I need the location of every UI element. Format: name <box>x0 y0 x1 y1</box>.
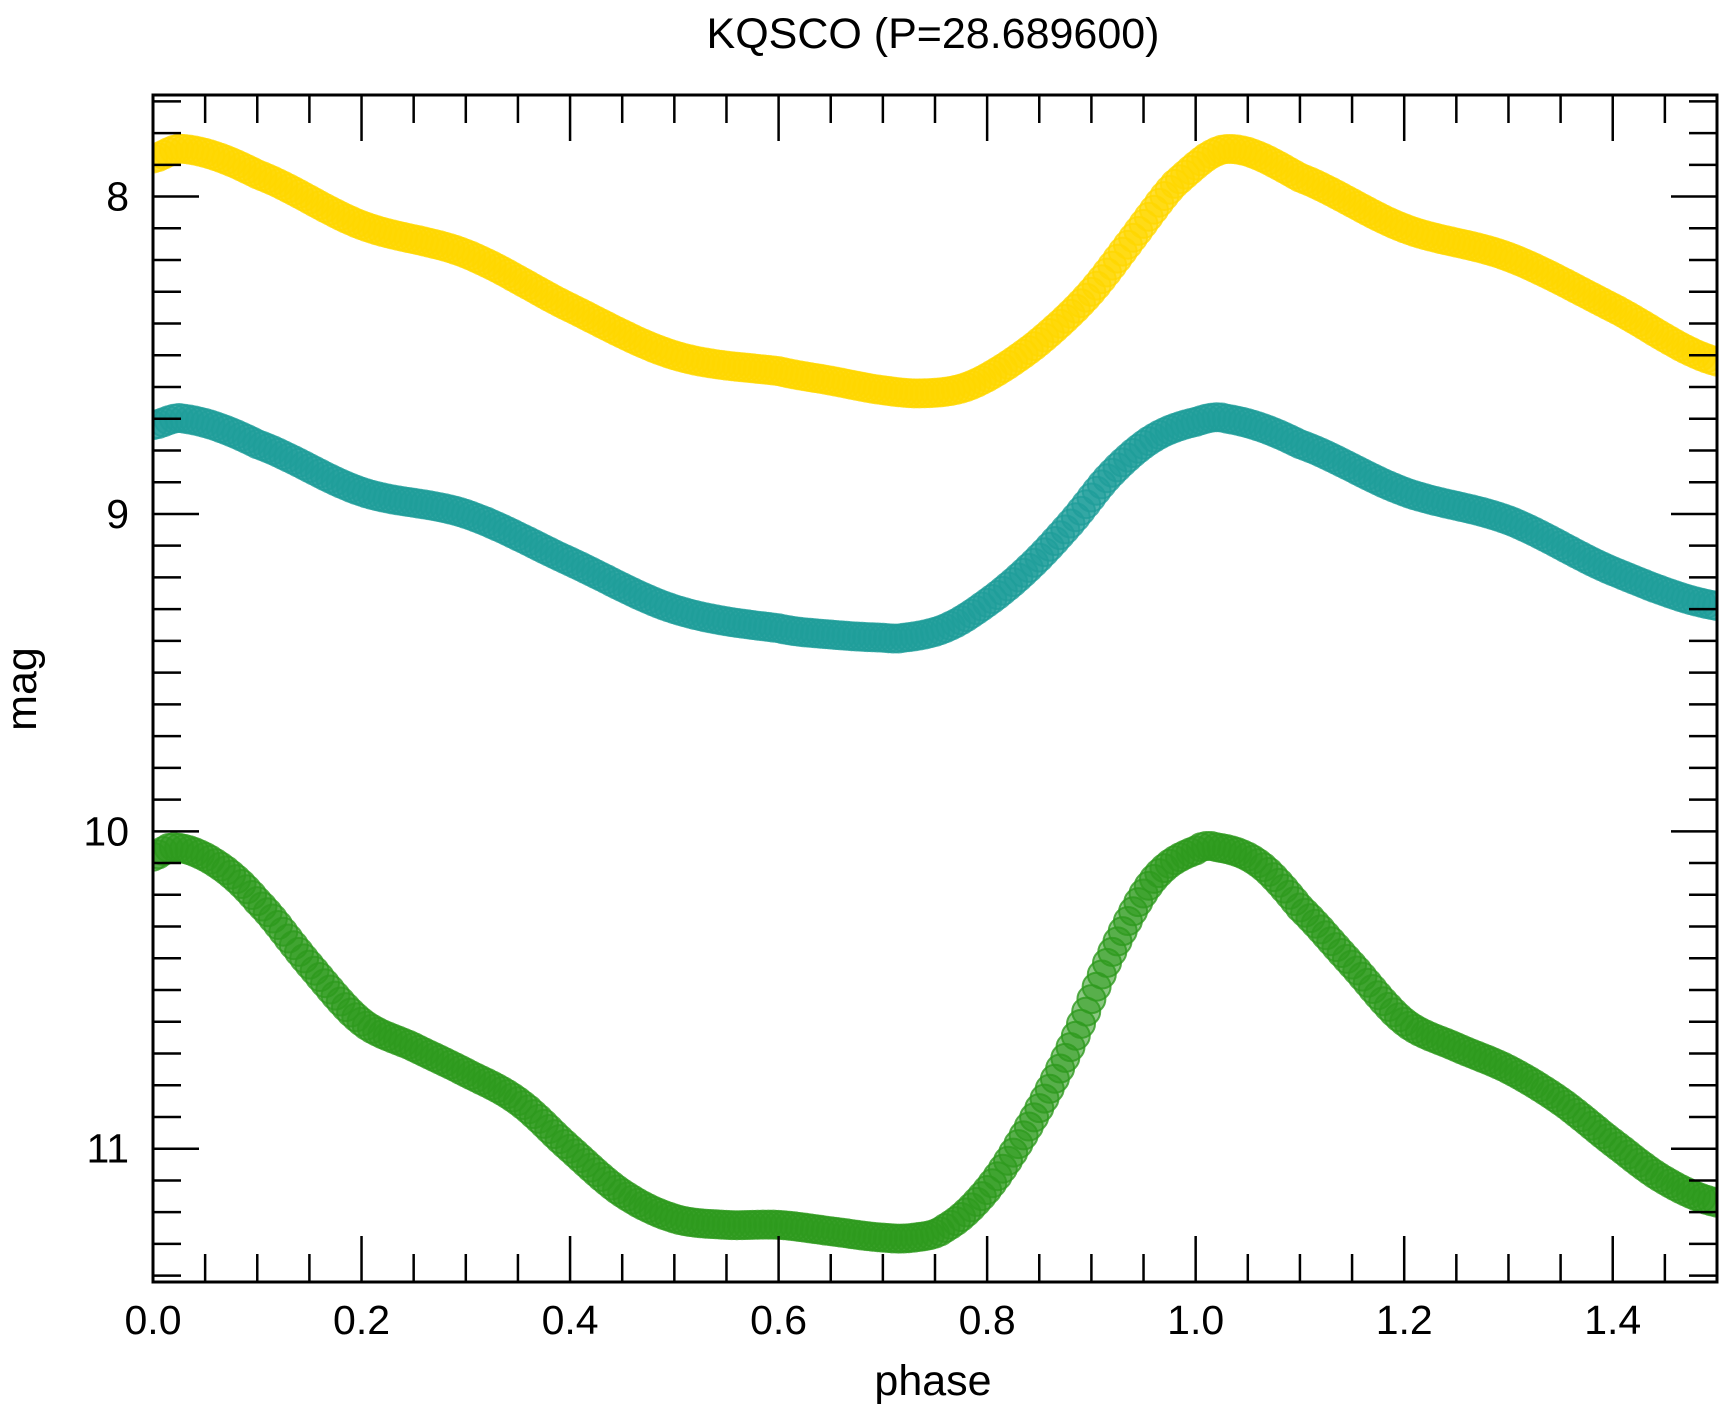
y-tick-label: 10 <box>83 808 129 854</box>
data-points-layer <box>153 133 1717 1254</box>
data-point <box>1702 1187 1717 1218</box>
x-tick-label: 0.0 <box>125 1297 182 1343</box>
y-tick-label: 11 <box>86 1126 129 1172</box>
plot-frame <box>151 93 1719 1284</box>
y-tick-labels: 8 9 10 11 <box>83 174 129 1172</box>
x-tick-label: 0.2 <box>333 1297 390 1343</box>
x-tick-label: 0.4 <box>542 1297 599 1343</box>
series-1 <box>153 133 1717 409</box>
x-tick-label: 0.6 <box>750 1297 807 1343</box>
series-3 <box>153 831 1717 1254</box>
chart-title: KQSCO (P=28.689600) <box>707 10 1160 58</box>
data-point <box>1702 591 1717 621</box>
y-axis-title: mag <box>0 647 46 731</box>
x-tick-label: 0.8 <box>959 1297 1016 1343</box>
x-axis-title: phase <box>874 1357 991 1405</box>
x-tick-labels: 0.0 0.2 0.4 0.6 0.8 1.0 1.2 1.4 <box>125 1297 1642 1343</box>
series-2 <box>153 402 1717 654</box>
y-tick-label: 8 <box>106 174 129 220</box>
x-tick-label: 1.2 <box>1376 1297 1433 1343</box>
x-tick-label: 1.0 <box>1167 1297 1224 1343</box>
x-tick-label: 1.4 <box>1584 1297 1641 1343</box>
y-tick-label: 9 <box>106 491 129 537</box>
axis-ticks-layer <box>151 95 1719 1282</box>
